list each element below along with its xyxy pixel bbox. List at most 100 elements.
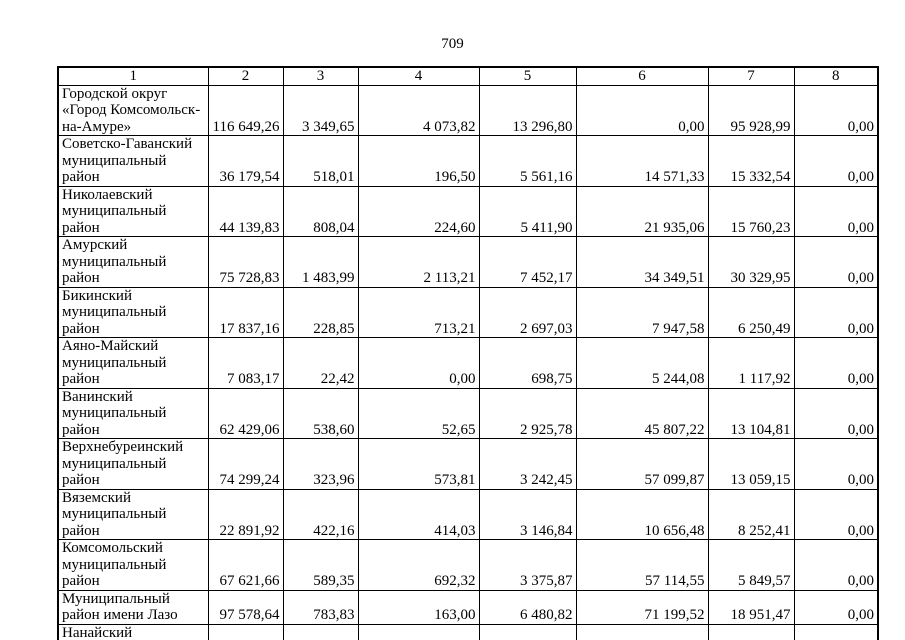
value-cell: 34 349,51 (575, 236, 709, 288)
table-row: Верхнебуреинский муниципальный район 74 2… (57, 438, 879, 490)
value-cell: 67 621,66 (207, 539, 284, 591)
value-cell: 5 561,16 (478, 135, 577, 187)
value-cell: 8 683,30 (707, 623, 795, 640)
value-cell: 196,50 (357, 135, 480, 187)
table-row: Вяземский муниципальный район 22 891,92 42… (57, 488, 879, 540)
value-cell: 692,32 (357, 539, 480, 591)
value-cell: 808,04 (282, 185, 359, 237)
value-cell: 52,65 (357, 387, 480, 439)
value-cell: 3 375,87 (478, 539, 577, 591)
column-header: 3 (282, 66, 359, 86)
value-cell: 323,96 (282, 438, 359, 490)
value-cell: 95 928,99 (707, 84, 795, 136)
district-name-cell: Нанайский муниципальный район (57, 623, 209, 640)
value-cell: 1 117,92 (707, 337, 795, 389)
value-cell: 13 104,81 (707, 387, 795, 439)
district-name-cell: Верхнебуреинский муниципальный район (57, 438, 209, 490)
district-name-cell: Ванинский муниципальный район (57, 387, 209, 439)
value-cell: 15 760,23 (707, 185, 795, 237)
column-header: 8 (793, 66, 879, 86)
value-cell: 0,00 (357, 337, 480, 389)
value-cell: 2 113,21 (357, 236, 480, 288)
column-header: 5 (478, 66, 577, 86)
value-cell: 6 480,82 (478, 589, 577, 625)
value-cell: 44 139,83 (207, 185, 284, 237)
district-name-cell: Вяземский муниципальный район (57, 488, 209, 540)
value-cell: 0,00 (793, 337, 879, 389)
value-cell: 3 349,65 (282, 84, 359, 136)
value-cell: 224,60 (357, 185, 480, 237)
district-name-cell: Николаевский муниципальный район (57, 185, 209, 237)
value-cell: 36 179,54 (207, 135, 284, 187)
table-row: Нанайский муниципальный район33 704,2816… (57, 623, 879, 640)
value-cell: 13 059,15 (707, 438, 795, 490)
value-cell: 5 244,08 (575, 337, 709, 389)
value-cell: 14 571,33 (575, 135, 709, 187)
table-row: Николаевский муниципальный район 44 139,8… (57, 185, 879, 237)
value-cell: 13 296,80 (478, 84, 577, 136)
table-row: Амурский муниципальный район 75 728,83 1 4… (57, 236, 879, 288)
column-header: 7 (707, 66, 795, 86)
value-cell: 589,35 (282, 539, 359, 591)
value-cell: 0,00 (793, 84, 879, 136)
value-cell: 0,00 (793, 135, 879, 187)
district-name-cell: Комсомольский муниципальный район (57, 539, 209, 591)
value-cell: 6 250,49 (707, 286, 795, 338)
value-cell: 0,00 (793, 438, 879, 490)
value-cell: 21 935,06 (575, 185, 709, 237)
value-cell: 7 452,17 (478, 236, 577, 288)
value-cell: 538,60 (282, 387, 359, 439)
table-row: Ванинский муниципальный район 62 429,06 53… (57, 387, 879, 439)
table-row: Муниципальный район имени Лазо 97 578,64 7… (57, 589, 879, 625)
value-cell: 414,03 (357, 488, 480, 540)
value-cell: 30 329,95 (707, 236, 795, 288)
district-name-cell: Амурский муниципальный район (57, 236, 209, 288)
value-cell: 165,19 (282, 623, 359, 640)
value-cell: 422,16 (282, 488, 359, 540)
value-cell: 57 114,55 (575, 539, 709, 591)
value-cell: 5 849,57 (707, 539, 795, 591)
column-header: 1 (57, 66, 209, 86)
value-cell: 33 704,28 (207, 623, 284, 640)
value-cell: 0,00 (793, 589, 879, 625)
value-cell: 0,00 (793, 539, 879, 591)
page-number: 709 (441, 36, 464, 52)
value-cell: 4 073,82 (357, 84, 480, 136)
value-cell: 74 299,24 (207, 438, 284, 490)
value-cell: 22,42 (282, 337, 359, 389)
value-cell: 0,00 (793, 623, 879, 640)
value-cell: 21 980,81 (575, 623, 709, 640)
value-cell: 75 728,83 (207, 236, 284, 288)
district-name-cell: Бикинский муниципальный район (57, 286, 209, 338)
district-name-cell: Аяно-Майский муниципальный район (57, 337, 209, 389)
value-cell: 2 697,03 (478, 286, 577, 338)
table-row: Аяно-Майский муниципальный район 7 083,17… (57, 337, 879, 389)
table-row: Бикинский муниципальный район 17 837,16 22… (57, 286, 879, 338)
value-cell: 97 578,64 (207, 589, 284, 625)
value-cell: 57 099,87 (575, 438, 709, 490)
value-cell: 0,00 (793, 286, 879, 338)
value-cell: 5 411,90 (478, 185, 577, 237)
value-cell: 783,83 (282, 589, 359, 625)
value-cell: 698,75 (478, 337, 577, 389)
value-cell: 71 199,52 (575, 589, 709, 625)
value-cell: 713,21 (357, 286, 480, 338)
value-cell: 18 951,47 (707, 589, 795, 625)
value-cell: 45 807,22 (575, 387, 709, 439)
value-cell: 0,00 (793, 185, 879, 237)
value-cell: 2 874,98 (478, 623, 577, 640)
value-cell: 62 429,06 (207, 387, 284, 439)
value-cell: 7 947,58 (575, 286, 709, 338)
value-cell: 7 083,17 (207, 337, 284, 389)
value-cell: 116 649,26 (207, 84, 284, 136)
value-cell: 0,00 (575, 84, 709, 136)
district-name-cell: Городской округ «Город Комсомольск- на-А… (57, 84, 209, 136)
value-cell: 0,00 (793, 236, 879, 288)
value-cell: 228,85 (282, 286, 359, 338)
district-name-cell: Муниципальный район имени Лазо (57, 589, 209, 625)
district-name-cell: Советско-Гаванский муниципальный район (57, 135, 209, 187)
value-cell: 1 483,99 (282, 236, 359, 288)
value-cell: 0,00 (793, 387, 879, 439)
